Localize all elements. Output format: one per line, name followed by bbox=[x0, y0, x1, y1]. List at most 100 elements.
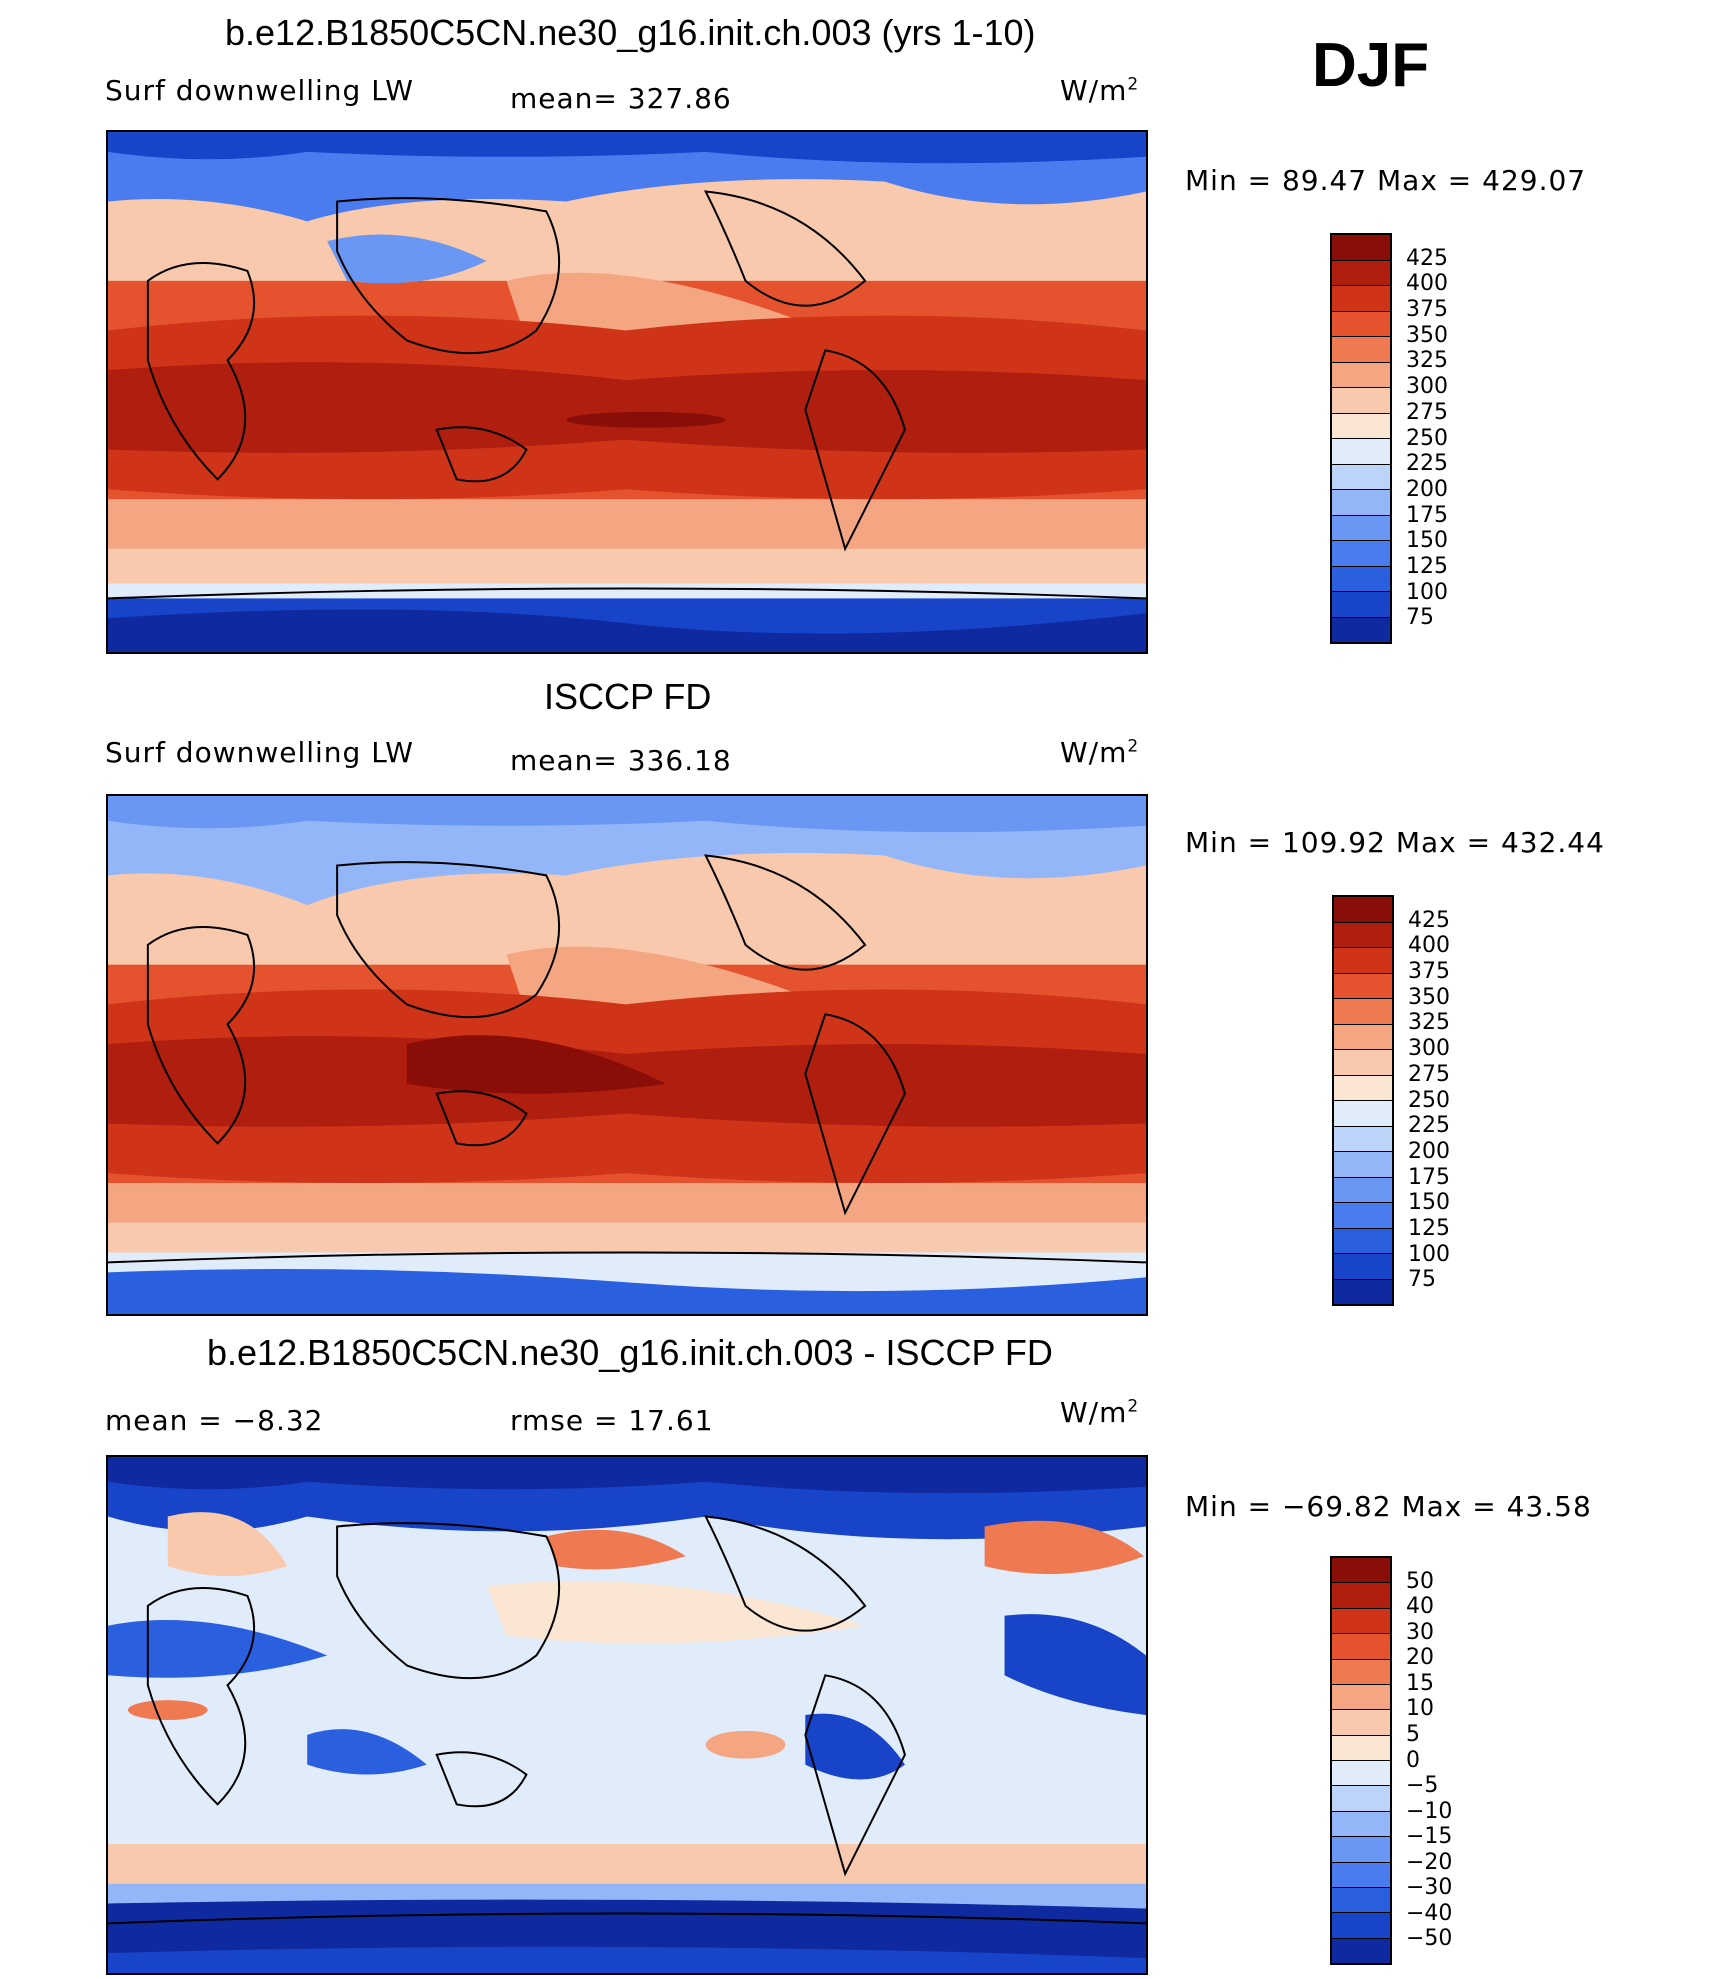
colorbar-tick-label: 75 bbox=[1408, 1267, 1436, 1293]
colorbar-swatch bbox=[1334, 922, 1392, 948]
map-difference-field bbox=[108, 1457, 1146, 1973]
colorbar-tick-label: 15 bbox=[1406, 1670, 1434, 1696]
colorbar-tick-label: 300 bbox=[1406, 374, 1448, 400]
colorbar-tick-label: 125 bbox=[1408, 1215, 1450, 1241]
colorbar-tick-label: −30 bbox=[1406, 1875, 1453, 1901]
colorbar-swatch bbox=[1334, 1279, 1392, 1304]
season-label: DJF bbox=[1312, 31, 1430, 100]
colorbar-swatch bbox=[1332, 1938, 1390, 1963]
colorbar-tick-label: 200 bbox=[1406, 476, 1448, 502]
colorbar-swatch bbox=[1332, 490, 1390, 516]
colorbar-swatch bbox=[1332, 260, 1390, 286]
colorbar-tick-label: −10 bbox=[1406, 1798, 1453, 1824]
colorbar-swatch bbox=[1332, 311, 1390, 337]
map-model-field bbox=[108, 132, 1146, 652]
colorbar-tick-label: 350 bbox=[1408, 984, 1450, 1010]
map-difference bbox=[106, 1455, 1148, 1975]
colorbar-swatch bbox=[1334, 897, 1392, 923]
colorbar-swatch bbox=[1332, 286, 1390, 312]
colorbar-swatch bbox=[1332, 1735, 1390, 1761]
colorbar-swatch bbox=[1332, 362, 1390, 388]
colorbar-tick-label: 225 bbox=[1408, 1113, 1450, 1139]
colorbar-tick-label: 400 bbox=[1408, 933, 1450, 959]
colorbar-tick-label: 175 bbox=[1406, 502, 1448, 528]
colorbar-tick-label: 50 bbox=[1406, 1568, 1434, 1594]
colorbar-swatch bbox=[1334, 1152, 1392, 1178]
panel-mean-label: mean= 327.86 bbox=[510, 82, 732, 115]
colorbar-tick-label: −5 bbox=[1406, 1773, 1439, 1799]
colorbar-swatch bbox=[1332, 1913, 1390, 1939]
colorbar-swatch bbox=[1332, 1608, 1390, 1635]
colorbar-swatch bbox=[1334, 1101, 1392, 1127]
colorbar-tick-label: 125 bbox=[1406, 553, 1448, 579]
colorbar-tick-label: 0 bbox=[1406, 1747, 1420, 1773]
colorbar-swatch bbox=[1334, 1050, 1392, 1076]
colorbar-tick-label: 20 bbox=[1406, 1645, 1434, 1671]
colorbar-swatch bbox=[1334, 1228, 1392, 1254]
colorbar-swatch bbox=[1334, 1126, 1392, 1152]
colorbar-tick-label: −20 bbox=[1406, 1849, 1453, 1875]
colorbar-swatch bbox=[1332, 617, 1390, 642]
colorbar-swatch bbox=[1332, 1583, 1390, 1609]
colorbar-tick-label: 325 bbox=[1406, 348, 1448, 374]
colorbar-swatch bbox=[1334, 948, 1392, 974]
panel-rmse-label: rmse = 17.61 bbox=[510, 1404, 714, 1437]
colorbar-model bbox=[1330, 233, 1392, 644]
colorbar-swatch bbox=[1332, 1710, 1390, 1736]
colorbar-swatch bbox=[1332, 1811, 1390, 1838]
colorbar-tick-label: 150 bbox=[1408, 1190, 1450, 1216]
colorbar-swatch bbox=[1334, 999, 1392, 1025]
panel-units: W/m2 bbox=[1060, 74, 1140, 107]
colorbar-tick-label: 75 bbox=[1406, 605, 1434, 631]
colorbar-swatch bbox=[1332, 1887, 1390, 1914]
colorbar-tick-label: 40 bbox=[1406, 1594, 1434, 1620]
panel-mean-label: mean= 336.18 bbox=[510, 744, 732, 777]
colorbar-swatch bbox=[1332, 464, 1390, 490]
colorbar-swatch bbox=[1332, 235, 1390, 261]
colorbar-tick-label: 275 bbox=[1408, 1061, 1450, 1087]
colorbar-tick-label: −15 bbox=[1406, 1824, 1453, 1850]
panel-variable-label: Surf downwelling LW bbox=[105, 74, 414, 107]
colorbar-swatch bbox=[1332, 1837, 1390, 1863]
colorbar-tick-label: 375 bbox=[1408, 959, 1450, 985]
colorbar-difference bbox=[1330, 1556, 1392, 1965]
colorbar-tick-label: 300 bbox=[1408, 1036, 1450, 1062]
colorbar-swatch bbox=[1332, 439, 1390, 465]
panel-minmax: Min = 89.47 Max = 429.07 bbox=[1185, 164, 1587, 197]
colorbar-tick-label: 100 bbox=[1406, 579, 1448, 605]
colorbar-tick-label: 175 bbox=[1408, 1164, 1450, 1190]
colorbar-swatch bbox=[1332, 1558, 1390, 1584]
colorbar-swatch bbox=[1332, 1761, 1390, 1787]
colorbar-tick-label: 225 bbox=[1406, 451, 1448, 477]
map-observations-field bbox=[108, 796, 1146, 1314]
colorbar-swatch bbox=[1332, 1786, 1390, 1812]
colorbar-tick-label: −40 bbox=[1406, 1900, 1453, 1926]
colorbar-tick-label: 425 bbox=[1408, 907, 1450, 933]
panel-mean-label: mean = −8.32 bbox=[105, 1404, 324, 1437]
colorbar-swatch bbox=[1332, 541, 1390, 567]
panel-minmax: Min = −69.82 Max = 43.58 bbox=[1185, 1490, 1592, 1523]
colorbar-tick-label: 325 bbox=[1408, 1010, 1450, 1036]
colorbar-tick-label: 250 bbox=[1408, 1087, 1450, 1113]
colorbar-tick-label: 250 bbox=[1406, 425, 1448, 451]
colorbar-swatch bbox=[1334, 1177, 1392, 1203]
colorbar-swatch bbox=[1332, 1862, 1390, 1888]
colorbar-tick-label: 30 bbox=[1406, 1619, 1434, 1645]
colorbar-tick-label: 5 bbox=[1406, 1721, 1420, 1747]
colorbar-swatch bbox=[1334, 1075, 1392, 1101]
panel-variable-label: Surf downwelling LW bbox=[105, 736, 414, 769]
colorbar-tick-label: 150 bbox=[1406, 528, 1448, 554]
panel-minmax: Min = 109.92 Max = 432.44 bbox=[1185, 826, 1605, 859]
colorbar-swatch bbox=[1332, 592, 1390, 618]
colorbar-tick-label: 275 bbox=[1406, 399, 1448, 425]
colorbar-tick-label: 400 bbox=[1406, 271, 1448, 297]
colorbar-swatch bbox=[1332, 1659, 1390, 1685]
panel-title: ISCCP FD bbox=[544, 676, 712, 717]
colorbar-tick-label: 10 bbox=[1406, 1696, 1434, 1722]
colorbar-tick-label: 200 bbox=[1408, 1138, 1450, 1164]
colorbar-swatch bbox=[1332, 515, 1390, 541]
colorbar-observations bbox=[1332, 895, 1394, 1306]
colorbar-swatch bbox=[1332, 1634, 1390, 1660]
panel-units: W/m2 bbox=[1060, 1396, 1140, 1429]
